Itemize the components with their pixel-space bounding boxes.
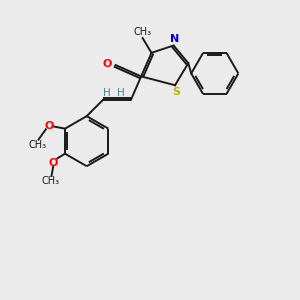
Text: S: S: [172, 87, 180, 97]
Text: O: O: [103, 59, 112, 69]
Text: CH₃: CH₃: [42, 176, 60, 186]
Text: CH₃: CH₃: [28, 140, 46, 150]
Text: H: H: [117, 88, 124, 98]
Text: N: N: [170, 34, 179, 44]
Text: CH₃: CH₃: [134, 27, 152, 37]
Text: O: O: [49, 158, 58, 167]
Text: O: O: [44, 121, 54, 131]
Text: H: H: [103, 88, 110, 98]
